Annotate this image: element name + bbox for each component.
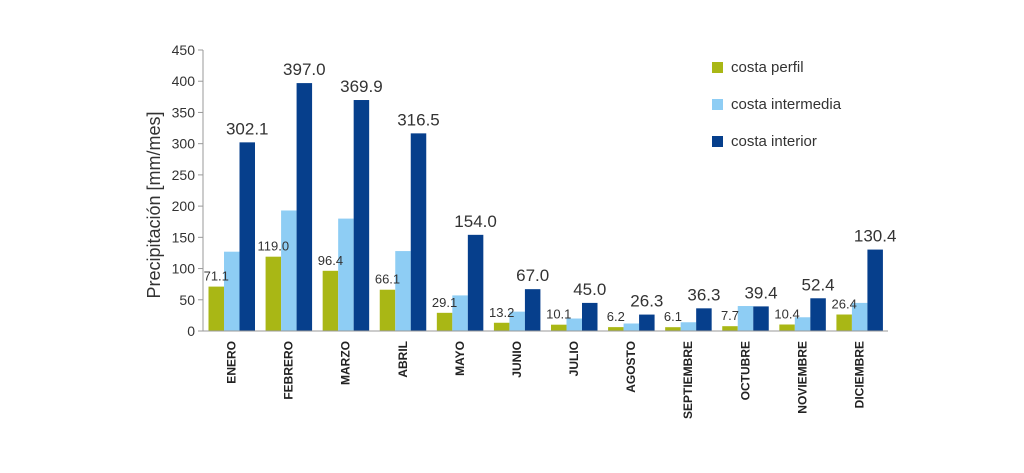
bar-costa-interior-febrero bbox=[296, 83, 313, 332]
legend-swatch bbox=[712, 62, 723, 73]
bar-costa-interior-diciembre bbox=[867, 249, 883, 331]
bar-costa-interior-junio bbox=[524, 289, 541, 331]
x-category-label: JUNIO bbox=[510, 341, 524, 378]
bar-costa-intermedia-marzo bbox=[338, 218, 354, 331]
bar-costa-intermedia-abril bbox=[395, 251, 411, 331]
x-category-label: OCTUBRE bbox=[738, 341, 752, 400]
bar-costa-interior-mayo bbox=[467, 234, 484, 331]
data-label-costa-interior: 52.4 bbox=[802, 275, 835, 294]
y-tick-label: 50 bbox=[179, 292, 195, 308]
y-tick-label: 0 bbox=[187, 323, 195, 339]
data-label-costa-interior: 130.4 bbox=[854, 227, 897, 246]
data-label-costa-perfil: 29.1 bbox=[432, 295, 457, 310]
bar-costa-interior-abril bbox=[410, 133, 427, 331]
x-category-label: MARZO bbox=[339, 341, 353, 385]
bar-costa-perfil-agosto bbox=[608, 327, 624, 331]
bar-costa-interior-enero bbox=[239, 142, 255, 331]
data-label-costa-perfil: 13.2 bbox=[489, 305, 514, 320]
bar-costa-perfil-enero bbox=[208, 286, 224, 331]
y-tick-label: 400 bbox=[172, 73, 196, 89]
data-label-costa-interior: 36.3 bbox=[687, 285, 720, 304]
data-label-costa-perfil: 6.2 bbox=[607, 309, 625, 324]
bar-costa-perfil-octubre bbox=[722, 326, 738, 331]
data-label-costa-perfil: 119.0 bbox=[258, 239, 290, 254]
y-tick-label: 450 bbox=[172, 42, 196, 58]
bar-costa-perfil-diciembre bbox=[836, 314, 852, 331]
bar-costa-intermedia-octubre bbox=[737, 306, 754, 331]
data-label-costa-perfil: 66.1 bbox=[375, 272, 400, 287]
bar-costa-perfil-mayo bbox=[436, 312, 453, 331]
bar-costa-perfil-junio bbox=[493, 322, 510, 331]
x-category-label: DICIEMBRE bbox=[852, 341, 866, 408]
y-tick-label: 250 bbox=[172, 167, 196, 183]
x-category-label: NOVIEMBRE bbox=[795, 341, 809, 414]
bar-costa-intermedia-enero bbox=[224, 251, 240, 331]
bar-costa-interior-octubre bbox=[753, 306, 769, 331]
data-label-costa-perfil: 10.4 bbox=[774, 307, 799, 322]
x-category-label: JULIO bbox=[567, 341, 581, 376]
legend-label: costa interior bbox=[731, 133, 817, 150]
bars bbox=[208, 83, 883, 332]
y-axis: 0 50 100 150 200 250 300 350 400 450 bbox=[172, 42, 204, 339]
y-tick-label: 200 bbox=[172, 198, 196, 214]
y-tick-label: 350 bbox=[172, 104, 196, 120]
bar-costa-intermedia-junio bbox=[509, 311, 525, 331]
data-label-costa-perfil: 26.4 bbox=[832, 297, 857, 312]
data-label-costa-interior: 154.0 bbox=[454, 212, 497, 231]
x-category-label: SEPTIEMBRE bbox=[681, 341, 695, 419]
legend-swatch bbox=[712, 136, 723, 147]
data-label-costa-interior: 39.4 bbox=[744, 283, 777, 302]
y-axis-label: Precipitación [mm/mes] bbox=[144, 111, 164, 298]
bar-costa-perfil-marzo bbox=[322, 270, 339, 331]
data-label-costa-perfil: 96.4 bbox=[318, 253, 343, 268]
bar-costa-interior-marzo bbox=[353, 100, 370, 331]
y-tick-label: 300 bbox=[172, 136, 196, 152]
x-category-label: ABRIL bbox=[396, 341, 410, 378]
bar-costa-perfil-febrero bbox=[265, 256, 282, 331]
legend: costa perfil costa intermedia costa interi… bbox=[712, 59, 842, 150]
data-label-costa-perfil: 6.1 bbox=[664, 309, 682, 324]
bar-costa-perfil-abril bbox=[379, 289, 396, 331]
bar-costa-interior-julio bbox=[582, 302, 598, 331]
bar-costa-perfil-noviembre bbox=[779, 324, 795, 331]
bar-costa-interior-noviembre bbox=[810, 298, 826, 331]
legend-swatch bbox=[712, 99, 723, 110]
data-label-costa-interior: 67.0 bbox=[516, 266, 549, 285]
data-label-costa-interior: 302.1 bbox=[226, 119, 269, 138]
data-label-costa-interior: 369.9 bbox=[340, 77, 383, 96]
bar-costa-perfil-julio bbox=[551, 324, 567, 331]
legend-label: costa intermedia bbox=[731, 96, 842, 113]
bar-costa-intermedia-noviembre bbox=[794, 317, 811, 331]
bar-costa-intermedia-agosto bbox=[623, 323, 640, 331]
bar-costa-interior-agosto bbox=[639, 314, 655, 331]
data-label-costa-perfil: 10.1 bbox=[546, 307, 571, 322]
bar-costa-intermedia-septiembre bbox=[680, 322, 697, 331]
legend-label: costa perfil bbox=[731, 59, 804, 76]
data-label-costa-interior: 397.0 bbox=[283, 60, 326, 79]
bar-costa-intermedia-diciembre bbox=[851, 302, 868, 331]
x-category-label: FEBRERO bbox=[282, 341, 296, 400]
data-label-costa-interior: 26.3 bbox=[630, 292, 663, 311]
bar-costa-intermedia-julio bbox=[566, 318, 582, 331]
x-category-label: ENERO bbox=[225, 341, 239, 384]
data-labels: 71.1 302.1 119.0 397.0 96.4 369.9 66.1 316.5 29.… bbox=[204, 60, 897, 324]
data-label-costa-perfil: 7.7 bbox=[721, 308, 739, 323]
data-label-costa-interior: 45.0 bbox=[573, 280, 606, 299]
bar-costa-perfil-septiembre bbox=[665, 327, 681, 331]
x-category-label: AGOSTO bbox=[624, 341, 638, 393]
x-axis: ENERO FEBRERO MARZO ABRIL MAYO JUNIO JULIO AGOS… bbox=[203, 330, 888, 419]
data-label-costa-interior: 316.5 bbox=[397, 110, 440, 129]
y-tick-label: 100 bbox=[172, 261, 196, 277]
data-label-costa-perfil: 71.1 bbox=[204, 269, 229, 284]
bar-costa-intermedia-mayo bbox=[452, 295, 468, 331]
bar-costa-interior-septiembre bbox=[696, 308, 712, 331]
x-category-label: MAYO bbox=[453, 341, 467, 376]
bar-costa-intermedia-febrero bbox=[281, 210, 297, 331]
y-tick-label: 150 bbox=[172, 229, 196, 245]
